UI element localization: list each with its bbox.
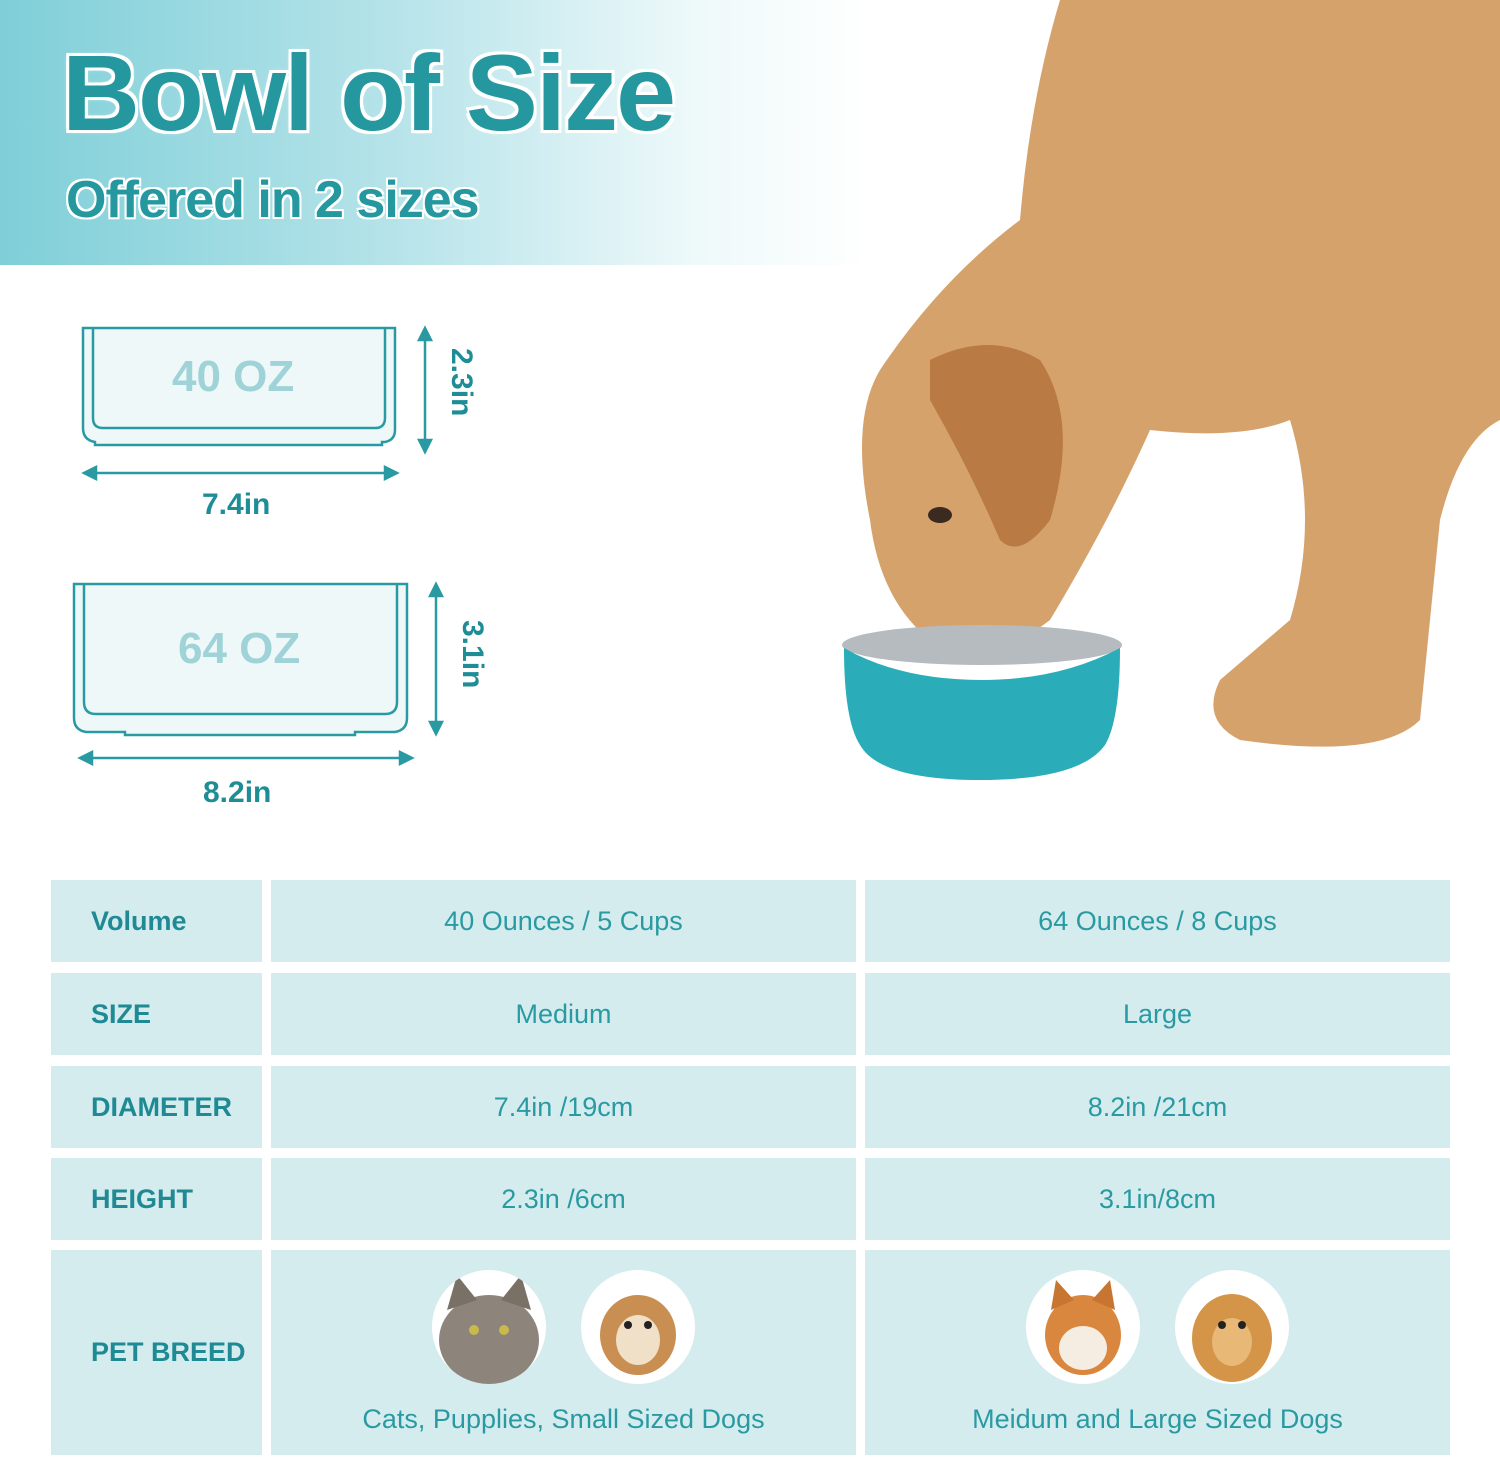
large-bowl-width: 8.2in	[203, 776, 272, 809]
breed-medium-text: Cats, Pupplies, Small Sized Dogs	[362, 1404, 765, 1434]
cell-volume-medium: 40 Ounces / 5 Cups	[271, 880, 856, 962]
small-bowl-height: 2.3in	[445, 348, 478, 417]
cell-height-medium: 2.3in /6cm	[271, 1158, 856, 1240]
shiba-photo	[1026, 1270, 1140, 1384]
cell-breed-large: Meidum and Large Sized Dogs	[865, 1250, 1450, 1455]
dog-ear	[930, 345, 1063, 547]
small-bowl-outline	[81, 326, 397, 447]
large-bowl-volume: 64 OZ	[178, 624, 301, 673]
row-label-size: SIZE	[51, 973, 262, 1055]
cell-diameter-medium: 7.4in /19cm	[271, 1066, 856, 1148]
cell-breed-medium: Cats, Pupplies, Small Sized Dogs	[271, 1250, 856, 1455]
small-bowl-volume: 40 OZ	[172, 352, 295, 401]
teal-bowl	[844, 648, 1120, 780]
breed-large-text: Meidum and Large Sized Dogs	[972, 1404, 1343, 1434]
page-title: Bowl of Size	[62, 32, 676, 153]
dog-eating-photo	[842, 0, 1500, 780]
cell-volume-large: 64 Ounces / 8 Cups	[865, 880, 1450, 962]
puppy-photo	[581, 1270, 695, 1384]
cell-height-large: 3.1in/8cm	[865, 1158, 1450, 1240]
row-label-pet-breed: PET BREED	[51, 1250, 262, 1455]
dog-eye	[928, 507, 952, 523]
cell-diameter-large: 8.2in /21cm	[865, 1066, 1450, 1148]
row-label-volume: Volume	[51, 880, 262, 962]
golden-retriever-photo	[1175, 1270, 1289, 1384]
bowl-rim	[842, 625, 1122, 665]
small-bowl-width: 7.4in	[202, 488, 271, 521]
header-banner	[0, 0, 870, 265]
row-label-diameter: DIAMETER	[51, 1066, 262, 1148]
row-label-height: HEIGHT	[51, 1158, 262, 1240]
cell-size-large: Large	[865, 973, 1450, 1055]
large-bowl-outline	[72, 582, 409, 737]
bowl-dimension-diagrams	[72, 325, 445, 767]
cat-photo	[432, 1270, 546, 1384]
page-subtitle: Offered in 2 sizes	[66, 171, 480, 229]
large-bowl-height: 3.1in	[456, 620, 489, 689]
cell-size-medium: Medium	[271, 973, 856, 1055]
